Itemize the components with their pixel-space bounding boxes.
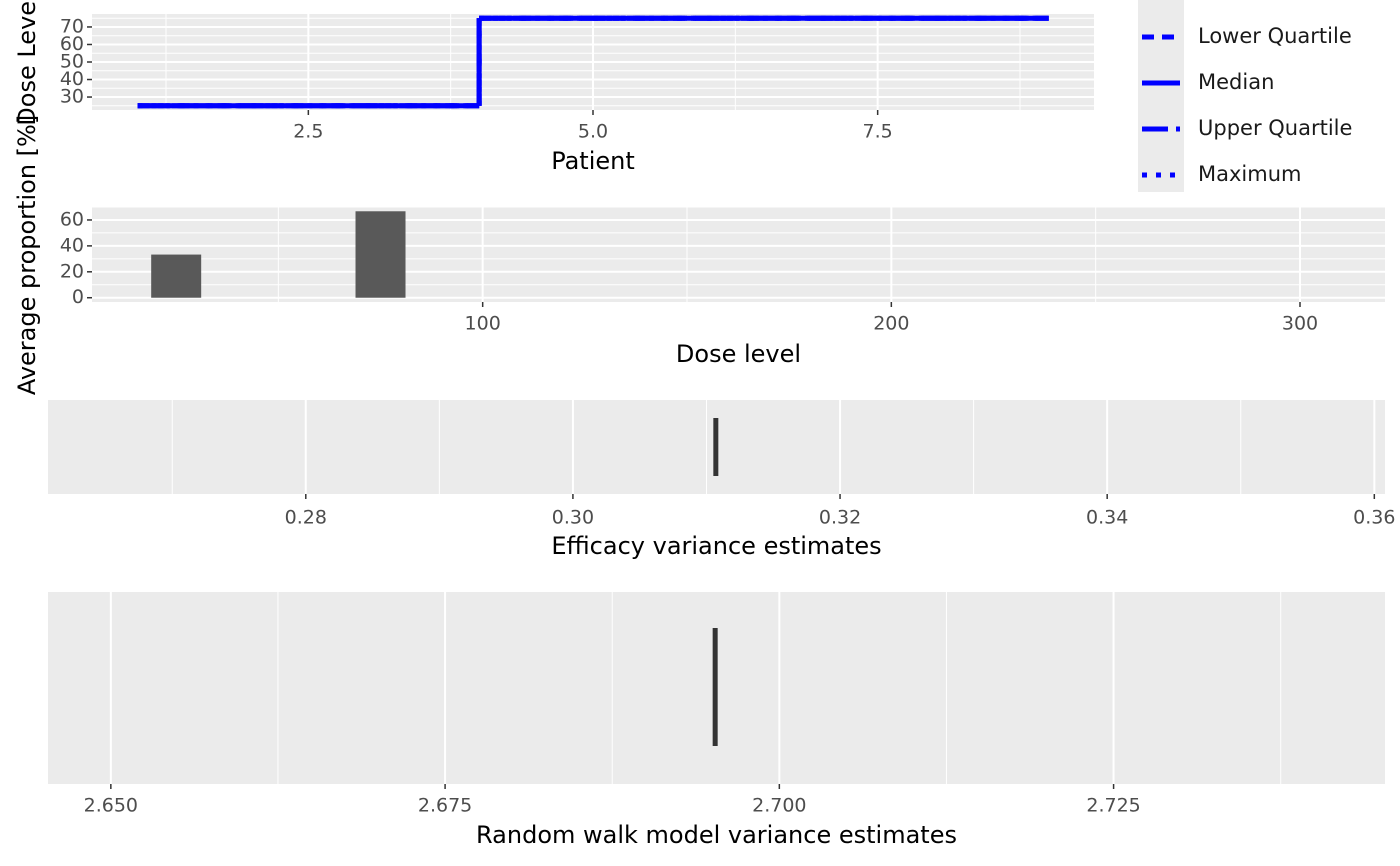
x-tick-label: 100	[465, 313, 501, 335]
y-tick-label: 20	[60, 260, 84, 282]
bar	[355, 211, 406, 298]
x-axis-title: Random walk model variance estimates	[476, 821, 957, 849]
x-tick-label: 0.32	[819, 507, 861, 529]
x-tick-label: 0.36	[1353, 507, 1395, 529]
x-tick-label: 7.5	[863, 121, 893, 143]
x-axis-title: Dose level	[676, 340, 801, 368]
x-tick-label: 2.725	[1086, 795, 1140, 817]
x-tick-label: 2.650	[84, 795, 138, 817]
box-median	[712, 628, 718, 746]
legend-background	[1138, 0, 1184, 192]
x-tick-label: 200	[873, 313, 909, 335]
y-axis-title: Average proportion [%]	[13, 115, 41, 395]
legend-label: Lower Quartile	[1198, 24, 1352, 48]
y-tick-label: 60	[60, 208, 84, 230]
x-tick-label: 0.34	[1086, 507, 1128, 529]
y-tick-label: 30	[60, 86, 84, 108]
legend-label: Upper Quartile	[1198, 116, 1352, 140]
y-tick-label: 60	[60, 33, 84, 55]
panel	[92, 207, 1385, 302]
x-axis-title: Efficacy variance estimates	[551, 532, 881, 560]
y-tick-label: 50	[60, 51, 84, 73]
y-tick-label: 40	[60, 68, 84, 90]
y-axis-title: Dose Level	[13, 0, 41, 126]
x-tick-label: 2.675	[418, 795, 472, 817]
bar	[151, 254, 202, 298]
legend-label: Maximum	[1198, 162, 1301, 186]
x-tick-label: 2.5	[293, 121, 323, 143]
y-tick-label: 40	[60, 234, 84, 256]
x-axis-title: Patient	[551, 147, 635, 175]
box-median	[713, 418, 719, 476]
x-tick-label: 0.28	[285, 507, 327, 529]
y-tick-label: 0	[72, 286, 84, 308]
x-tick-label: 5.0	[578, 121, 608, 143]
x-tick-label: 300	[1282, 313, 1318, 335]
x-tick-label: 2.700	[752, 795, 806, 817]
y-tick-label: 70	[60, 15, 84, 37]
x-tick-label: 0.30	[552, 507, 594, 529]
legend-label: Median	[1198, 70, 1274, 94]
